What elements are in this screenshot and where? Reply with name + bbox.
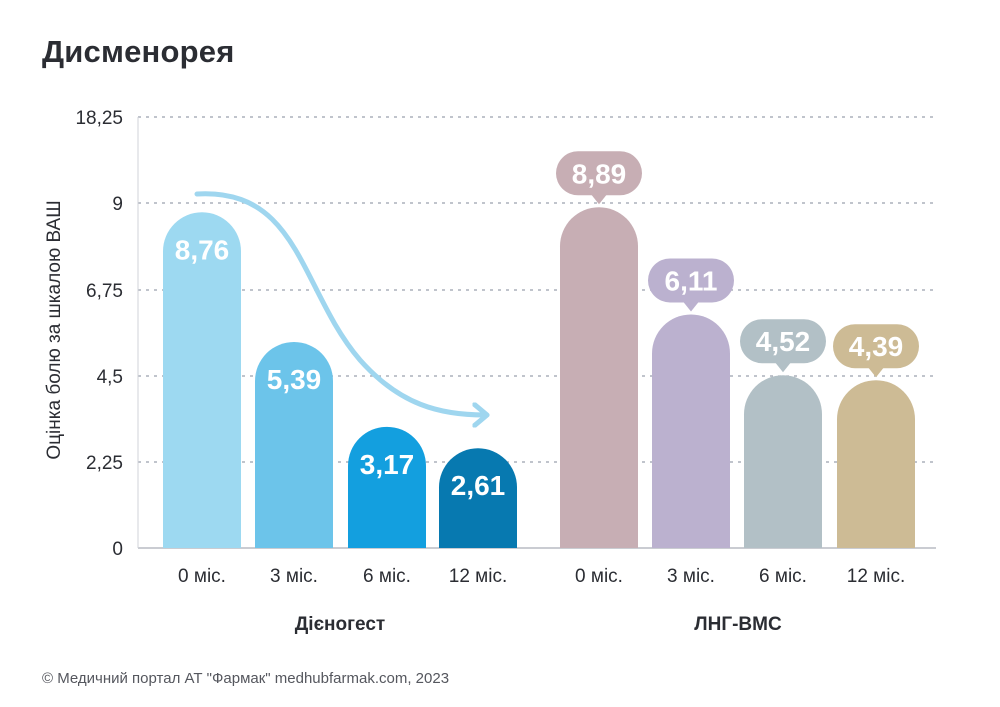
- bar: [163, 212, 241, 548]
- data-label: 5,39: [267, 364, 322, 395]
- y-tick-label: 4,5: [97, 367, 123, 388]
- data-label: 8,76: [175, 234, 230, 265]
- y-tick-label: 2,25: [86, 453, 123, 474]
- x-tick-label: 3 міс.: [667, 566, 715, 587]
- group-label: ЛНГ-ВМС: [694, 614, 782, 635]
- data-label: 4,39: [849, 331, 904, 362]
- data-label-pointer: [683, 301, 699, 312]
- y-tick-label: 18,25: [75, 108, 123, 129]
- bar: [348, 426, 426, 548]
- x-tick-label: 0 міс.: [178, 566, 226, 587]
- y-axis: 0 2,25 4,5 6,75 9 18,25 0 міс. 3 міс. 6 міс. 12 м…: [75, 108, 905, 635]
- data-label-bubble: [648, 258, 734, 303]
- x-tick-label: 6 міс.: [363, 566, 411, 587]
- data-label-bubble: [833, 324, 919, 369]
- data-label: 3,17: [360, 449, 415, 480]
- group-label: Дієногест: [295, 614, 386, 635]
- bar: [837, 380, 915, 548]
- x-tick-label: 6 міс.: [759, 566, 807, 587]
- bar: [439, 448, 517, 548]
- data-label-bubble: [556, 151, 642, 196]
- copyright-footer: © Медичний портал АТ "Фармак" medhubfarm…: [42, 670, 450, 687]
- x-tick-label: 0 міс.: [575, 566, 623, 587]
- data-label-bubble: [740, 319, 826, 364]
- data-label: 4,52: [756, 326, 811, 357]
- y-tick-label: 9: [112, 194, 123, 215]
- bar: [255, 341, 333, 548]
- bar: [560, 207, 638, 548]
- x-tick-label: 12 міс.: [847, 566, 905, 587]
- x-tick-label: 3 міс.: [270, 566, 318, 587]
- y-tick-label: 0: [112, 539, 123, 560]
- bars: [163, 207, 915, 548]
- data-label: 8,89: [572, 158, 627, 189]
- data-label-pointer: [775, 362, 791, 373]
- trend-arrow-path: [194, 191, 485, 415]
- y-tick-label: 6,75: [86, 281, 123, 302]
- data-label-pointer: [868, 367, 884, 378]
- x-tick-label: 12 міс.: [449, 566, 507, 587]
- bar: [652, 314, 730, 548]
- y-axis-label: Оцінка болю за шкалою ВАШ: [44, 200, 65, 459]
- data-label-pointer: [591, 194, 607, 205]
- trend-arrow: [194, 191, 485, 415]
- page-title: Дисменорея: [42, 34, 235, 69]
- bar: [744, 375, 822, 548]
- data-label: 2,61: [451, 470, 506, 501]
- data-label: 6,11: [665, 265, 718, 296]
- data-labels: 8,76 5,39 3,17 2,61 8,89 6,11 4,52 4,39: [175, 151, 919, 501]
